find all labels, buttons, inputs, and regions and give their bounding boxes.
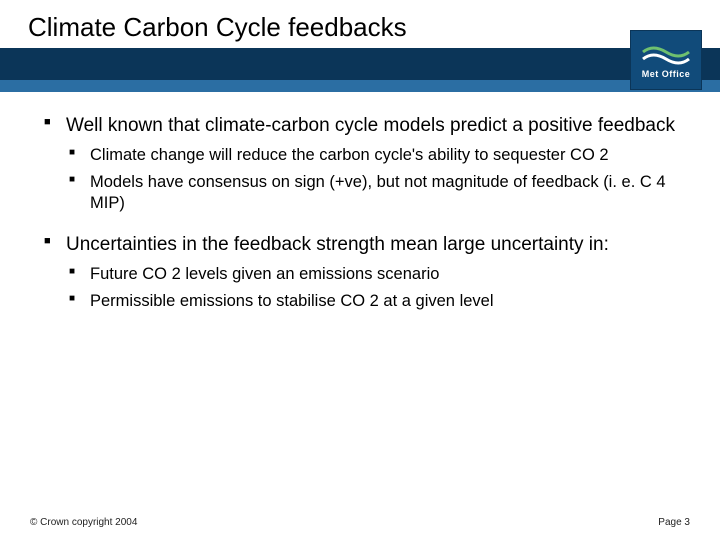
bullet-list-level1: Well known that climate-carbon cycle mod… [40, 114, 680, 312]
bullet-list-level2: Future CO 2 levels given an emissions sc… [66, 264, 680, 312]
bullet-item: Uncertainties in the feedback strength m… [40, 233, 680, 312]
sub-bullet-text: Models have consensus on sign (+ve), but… [90, 173, 666, 212]
slide-content: Well known that climate-carbon cycle mod… [0, 104, 720, 330]
header-band-dark [0, 48, 720, 80]
copyright-text: © Crown copyright 2004 [30, 517, 137, 528]
sub-bullet-item: Permissible emissions to stabilise CO 2 … [66, 291, 680, 312]
slide-footer: © Crown copyright 2004 Page 3 [0, 517, 720, 528]
wave-icon [641, 44, 691, 66]
header-band-light [0, 80, 720, 92]
sub-bullet-item: Future CO 2 levels given an emissions sc… [66, 264, 680, 285]
bullet-text: Well known that climate-carbon cycle mod… [66, 115, 675, 136]
bullet-text: Uncertainties in the feedback strength m… [66, 234, 609, 255]
met-office-logo: Met Office [630, 30, 702, 90]
sub-bullet-item: Models have consensus on sign (+ve), but… [66, 172, 680, 214]
sub-bullet-text: Climate change will reduce the carbon cy… [90, 146, 609, 164]
sub-bullet-text: Future CO 2 levels given an emissions sc… [90, 265, 439, 283]
sub-bullet-text: Permissible emissions to stabilise CO 2 … [90, 292, 494, 310]
sub-bullet-item: Climate change will reduce the carbon cy… [66, 145, 680, 166]
bullet-list-level2: Climate change will reduce the carbon cy… [66, 145, 680, 214]
slide: Climate Carbon Cycle feedbacks Met Offic… [0, 0, 720, 540]
slide-header: Climate Carbon Cycle feedbacks Met Offic… [0, 0, 720, 92]
slide-title: Climate Carbon Cycle feedbacks [28, 12, 407, 43]
page-number: Page 3 [658, 517, 690, 528]
bullet-item: Well known that climate-carbon cycle mod… [40, 114, 680, 215]
logo-text: Met Office [642, 69, 691, 79]
